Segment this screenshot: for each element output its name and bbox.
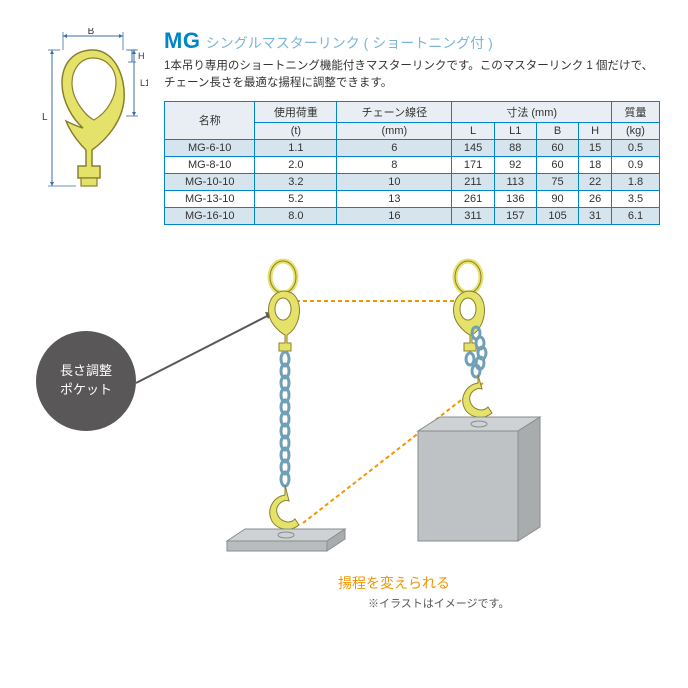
th-b: B — [536, 122, 578, 139]
table-row: MG-10-103.21021111375221.8 — [165, 173, 660, 190]
table-cell: 13 — [337, 190, 452, 207]
table-row: MG-13-105.21326113690263.5 — [165, 190, 660, 207]
table-cell: 105 — [536, 207, 578, 224]
table-cell: 2.0 — [255, 156, 337, 173]
table-cell: 60 — [536, 139, 578, 156]
table-cell: 8.0 — [255, 207, 337, 224]
table-cell: 5.2 — [255, 190, 337, 207]
dim-label-l1: L1 — [140, 78, 148, 88]
product-description: 1本吊り専用のショートニング機能付きマスターリンクです。このマスターリンク 1 … — [164, 58, 660, 93]
table-cell: 113 — [494, 173, 536, 190]
table-cell: 311 — [452, 207, 494, 224]
th-load-unit: (t) — [255, 122, 337, 139]
title-code: MG — [164, 28, 200, 53]
table-cell: MG-10-10 — [165, 173, 255, 190]
table-cell: 211 — [452, 173, 494, 190]
th-mass-unit: (kg) — [612, 122, 660, 139]
table-cell: 0.5 — [612, 139, 660, 156]
dim-label-b: B — [88, 28, 95, 37]
table-row: MG-8-102.081719260180.9 — [165, 156, 660, 173]
table-cell: 22 — [579, 173, 612, 190]
table-cell: 16 — [337, 207, 452, 224]
table-cell: 10 — [337, 173, 452, 190]
table-cell: 1.1 — [255, 139, 337, 156]
table-cell: 90 — [536, 190, 578, 207]
table-cell: 6 — [337, 139, 452, 156]
spec-table: 名称 使用荷重 チェーン線径 寸法 (mm) 質量 (t) (mm) L L1 … — [164, 101, 660, 225]
illustration-area: 長さ調整 ポケット 揚程を変えられる ※イラストはイメージです。 — [28, 243, 660, 623]
table-cell: 26 — [579, 190, 612, 207]
table-cell: 88 — [494, 139, 536, 156]
table-cell: 75 — [536, 173, 578, 190]
table-cell: 136 — [494, 190, 536, 207]
table-cell: MG-13-10 — [165, 190, 255, 207]
product-title: MG シングルマスターリンク ( ショートニング付 ) — [164, 28, 660, 54]
caption-orange: 揚程を変えられる — [338, 573, 450, 593]
table-cell: 31 — [579, 207, 612, 224]
table-cell: 8 — [337, 156, 452, 173]
title-subtitle: シングルマスターリンク ( ショートニング付 ) — [206, 35, 493, 51]
th-load: 使用荷重 — [255, 101, 337, 122]
th-mass: 質量 — [612, 101, 660, 122]
table-cell: 60 — [536, 156, 578, 173]
pocket-badge: 長さ調整 ポケット — [36, 331, 136, 431]
th-l: L — [452, 122, 494, 139]
th-chain: チェーン線径 — [337, 101, 452, 122]
th-l1: L1 — [494, 122, 536, 139]
th-h: H — [579, 122, 612, 139]
dim-label-h: H — [138, 51, 145, 61]
table-cell: 15 — [579, 139, 612, 156]
table-cell: MG-6-10 — [165, 139, 255, 156]
th-name: 名称 — [165, 101, 255, 139]
table-row: MG-6-101.161458860150.5 — [165, 139, 660, 156]
table-cell: MG-8-10 — [165, 156, 255, 173]
table-cell: 92 — [494, 156, 536, 173]
table-row: MG-16-108.016311157105316.1 — [165, 207, 660, 224]
badge-text: 長さ調整 ポケット — [60, 362, 112, 398]
table-cell: 6.1 — [612, 207, 660, 224]
dimensional-diagram: B H L1 L — [28, 28, 148, 193]
th-chain-unit: (mm) — [337, 122, 452, 139]
table-cell: 18 — [579, 156, 612, 173]
table-cell: 171 — [452, 156, 494, 173]
table-cell: 3.2 — [255, 173, 337, 190]
dim-label-l: L — [42, 112, 48, 123]
table-cell: MG-16-10 — [165, 207, 255, 224]
table-cell: 0.9 — [612, 156, 660, 173]
table-cell: 3.5 — [612, 190, 660, 207]
table-cell: 261 — [452, 190, 494, 207]
caption-note: ※イラストはイメージです。 — [368, 595, 509, 611]
table-cell: 145 — [452, 139, 494, 156]
th-dims: 寸法 (mm) — [452, 101, 612, 122]
table-cell: 157 — [494, 207, 536, 224]
table-cell: 1.8 — [612, 173, 660, 190]
